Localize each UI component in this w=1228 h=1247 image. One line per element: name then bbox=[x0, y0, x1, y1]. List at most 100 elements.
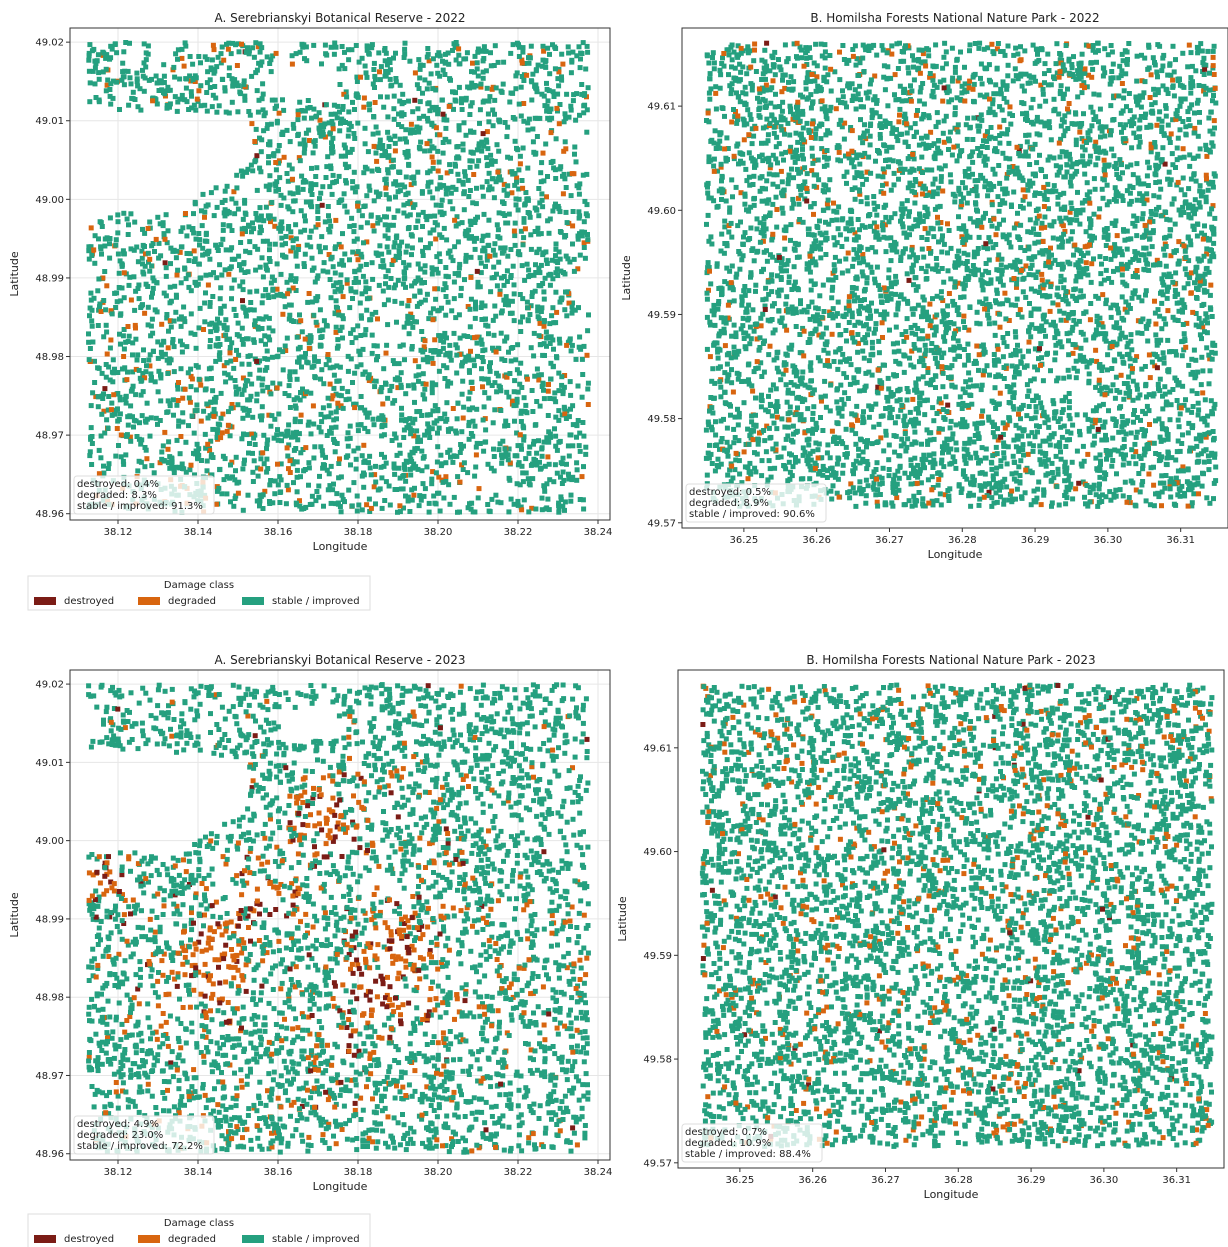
scatter-point bbox=[732, 467, 738, 473]
scatter-point bbox=[455, 400, 461, 406]
scatter-point bbox=[249, 73, 255, 79]
scatter-point bbox=[510, 171, 516, 177]
scatter-point bbox=[101, 470, 107, 476]
scatter-point bbox=[910, 183, 916, 188]
scatter-point bbox=[267, 389, 273, 395]
scatter-point bbox=[473, 299, 478, 305]
scatter-point bbox=[355, 200, 361, 206]
scatter-point bbox=[175, 386, 181, 392]
scatter-point bbox=[338, 120, 343, 126]
scatter-point bbox=[392, 148, 398, 154]
scatter-point bbox=[259, 45, 265, 51]
scatter-point bbox=[183, 85, 189, 91]
scatter-point bbox=[469, 80, 475, 86]
scatter-point bbox=[195, 364, 201, 370]
scatter-point bbox=[1053, 483, 1059, 489]
scatter-point bbox=[250, 479, 256, 484]
scatter-point bbox=[496, 117, 502, 123]
scatter-point bbox=[558, 268, 564, 274]
scatter-point bbox=[262, 333, 268, 339]
scatter-point bbox=[567, 259, 573, 265]
scatter-point bbox=[487, 509, 493, 515]
scatter-point bbox=[1086, 428, 1092, 434]
scatter-point bbox=[501, 187, 507, 193]
scatter-point bbox=[149, 243, 155, 249]
scatter-point bbox=[430, 159, 436, 165]
scatter-point bbox=[912, 502, 918, 508]
scatter-point bbox=[538, 334, 544, 340]
scatter-point bbox=[306, 419, 312, 425]
scatter-point bbox=[954, 57, 960, 63]
scatter-point bbox=[131, 247, 137, 253]
scatter-point bbox=[194, 402, 200, 408]
scatter-point bbox=[1013, 470, 1019, 476]
scatter-point bbox=[294, 429, 299, 435]
scatter-point bbox=[212, 396, 217, 402]
scatter-point bbox=[352, 189, 358, 195]
scatter-point bbox=[424, 141, 430, 147]
scatter-point bbox=[420, 455, 426, 461]
scatter-point bbox=[196, 376, 202, 382]
scatter-point bbox=[464, 230, 470, 236]
scatter-point bbox=[456, 52, 462, 58]
scatter-point bbox=[457, 450, 463, 455]
scatter-point bbox=[142, 418, 148, 424]
scatter-point bbox=[856, 453, 862, 459]
scatter-point bbox=[568, 103, 574, 109]
scatter-point bbox=[1143, 324, 1149, 329]
scatter-point bbox=[149, 263, 155, 269]
scatter-point bbox=[339, 258, 345, 264]
scatter-point bbox=[422, 338, 428, 344]
scatter-point bbox=[479, 376, 485, 382]
scatter-point bbox=[501, 248, 507, 254]
scatter-point bbox=[223, 247, 229, 253]
scatter-point bbox=[835, 299, 841, 305]
scatter-point bbox=[472, 220, 478, 225]
scatter-point bbox=[445, 274, 451, 280]
scatter-point bbox=[856, 340, 861, 346]
scatter-point bbox=[417, 99, 423, 105]
scatter-point bbox=[877, 378, 883, 384]
scatter-point bbox=[748, 274, 753, 280]
scatter-point bbox=[1078, 345, 1084, 351]
scatter-point bbox=[403, 458, 409, 464]
scatter-point bbox=[323, 51, 329, 57]
y-tick-label: 49.00 bbox=[35, 195, 64, 206]
scatter-point bbox=[1043, 188, 1049, 194]
scatter-point bbox=[909, 188, 915, 194]
scatter-point bbox=[453, 430, 459, 436]
scatter-point bbox=[328, 295, 334, 301]
scatter-point bbox=[241, 260, 247, 266]
scatter-point bbox=[381, 417, 387, 423]
scatter-point bbox=[731, 350, 737, 355]
scatter-point bbox=[917, 359, 922, 365]
scatter-point bbox=[241, 261, 247, 267]
scatter-point bbox=[297, 344, 303, 350]
scatter-point bbox=[235, 83, 241, 89]
scatter-point bbox=[453, 98, 459, 104]
scatter-point bbox=[229, 424, 235, 430]
scatter-point bbox=[799, 399, 805, 404]
scatter-point bbox=[411, 385, 417, 391]
scatter-point bbox=[514, 70, 520, 76]
scatter-point bbox=[109, 412, 115, 418]
scatter-point bbox=[474, 60, 480, 66]
scatter-point bbox=[901, 502, 907, 508]
scatter-point bbox=[158, 80, 164, 86]
scatter-point bbox=[518, 84, 524, 90]
scatter-point bbox=[432, 403, 438, 409]
scatter-point bbox=[426, 100, 432, 106]
scatter-point bbox=[810, 256, 815, 262]
scatter-point bbox=[280, 129, 286, 135]
scatter-point bbox=[558, 229, 564, 235]
scatter-point bbox=[200, 484, 206, 490]
scatter-point bbox=[570, 223, 576, 229]
scatter-point bbox=[450, 48, 455, 53]
scatter-point bbox=[96, 471, 102, 477]
scatter-point bbox=[553, 320, 559, 326]
scatter-point bbox=[120, 248, 126, 254]
scatter-point bbox=[429, 122, 435, 128]
scatter-point bbox=[171, 486, 177, 492]
scatter-point bbox=[1173, 111, 1179, 117]
scatter-point bbox=[259, 404, 265, 410]
